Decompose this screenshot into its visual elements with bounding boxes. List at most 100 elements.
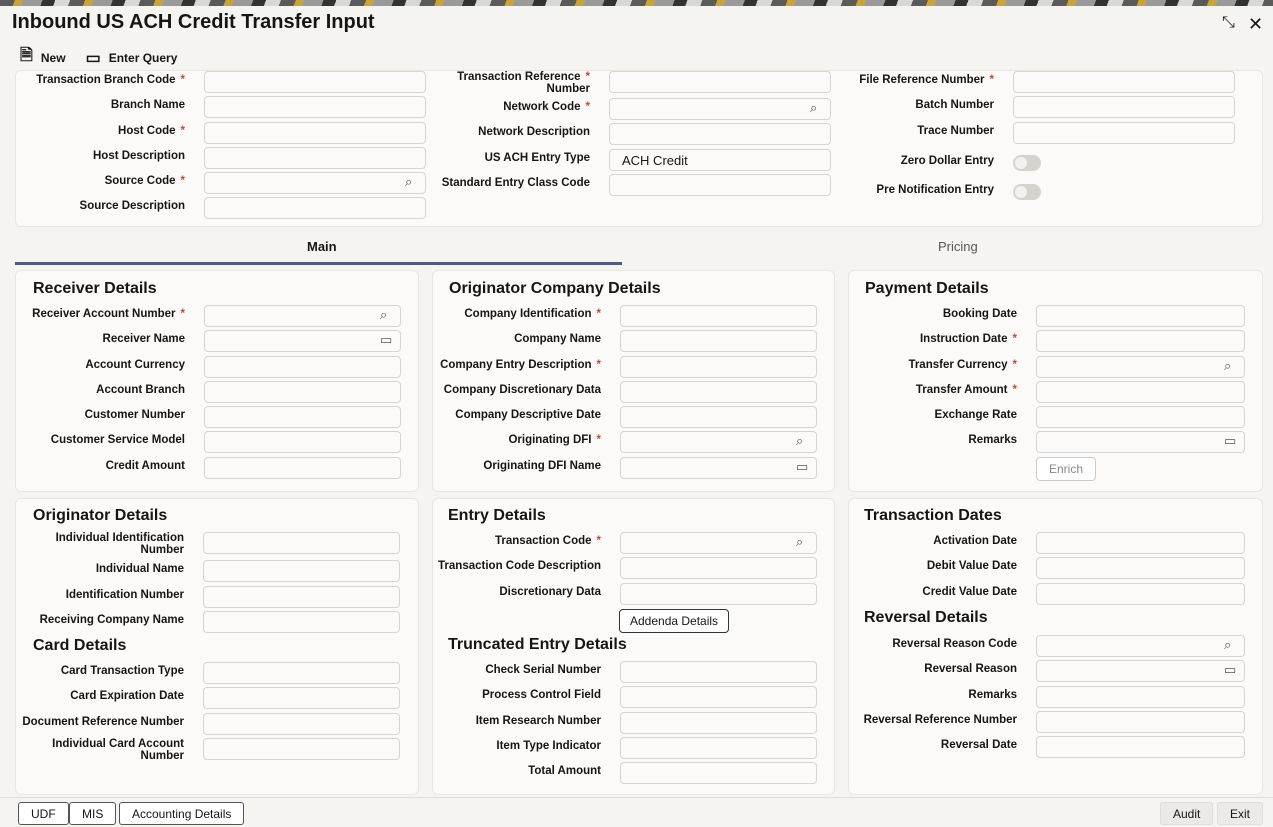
process-control-field-input[interactable] bbox=[620, 686, 817, 709]
individual-card-account-number-input[interactable] bbox=[203, 737, 400, 760]
comment-icon[interactable]: ▭ bbox=[1224, 662, 1237, 678]
enrich-button[interactable]: Enrich bbox=[1036, 457, 1097, 481]
search-icon[interactable]: ⌕ bbox=[810, 100, 818, 115]
decorative-banner bbox=[0, 0, 1273, 6]
form-row: Individual Name bbox=[15, 560, 400, 585]
exchange-rate-input[interactable] bbox=[1036, 406, 1245, 429]
credit-amount-input[interactable] bbox=[204, 456, 401, 479]
network-description-input[interactable] bbox=[609, 123, 831, 146]
discretionary-data-input[interactable] bbox=[620, 582, 817, 605]
reversal-date-input[interactable] bbox=[1036, 736, 1245, 759]
total-amount-input[interactable] bbox=[620, 762, 817, 785]
transaction-code-description-input[interactable] bbox=[620, 557, 817, 580]
payment-details-fields: Booking Date Instruction Date * Transfer Cu… bbox=[847, 305, 1245, 457]
pre-notification-entry-toggle[interactable] bbox=[1013, 183, 1041, 200]
credit-value-date-input[interactable] bbox=[1036, 582, 1245, 605]
form-row: Remarks bbox=[846, 685, 1245, 711]
form-row: Instruction Date * bbox=[847, 330, 1245, 355]
form-row: Company Discretionary Data bbox=[431, 380, 817, 406]
debit-value-date-input[interactable] bbox=[1036, 557, 1245, 580]
audit-button[interactable]: Audit bbox=[1160, 802, 1214, 825]
standard-entry-class-code-input[interactable] bbox=[609, 173, 831, 196]
network-code-input[interactable] bbox=[609, 98, 831, 120]
process-control-field-label: Process Control Field bbox=[482, 689, 601, 701]
exit-button[interactable]: Exit bbox=[1217, 802, 1264, 825]
check-serial-number-input[interactable] bbox=[620, 661, 817, 683]
receiver-details-heading: Receiver Details bbox=[33, 280, 157, 297]
label-text: Card Transaction Type bbox=[60, 665, 184, 677]
remarks-input[interactable] bbox=[1036, 431, 1245, 454]
batch-number-input[interactable] bbox=[1013, 96, 1235, 119]
comment-icon[interactable]: ▭ bbox=[796, 458, 809, 474]
card-transaction-type-input[interactable] bbox=[203, 662, 400, 684]
company-entry-description-input[interactable] bbox=[620, 355, 817, 378]
us-ach-entry-type-input[interactable]: ACH Credit bbox=[609, 148, 831, 171]
tab-pricing[interactable]: Pricing bbox=[938, 239, 978, 254]
collapse-icon[interactable]: ⤡ bbox=[1222, 14, 1235, 31]
accounting-details-button[interactable]: Accounting Details bbox=[119, 802, 245, 825]
search-icon[interactable]: ⌕ bbox=[405, 174, 413, 190]
file-reference-number-input[interactable] bbox=[1013, 71, 1235, 93]
host-description-input[interactable] bbox=[204, 146, 426, 169]
reversal-reference-number-input[interactable] bbox=[1036, 710, 1245, 733]
item-research-number-input[interactable] bbox=[620, 711, 817, 734]
transfer-currency-input[interactable] bbox=[1036, 355, 1245, 378]
account-currency-input[interactable] bbox=[204, 355, 401, 378]
search-icon[interactable]: ⌕ bbox=[796, 534, 804, 549]
company-discretionary-data-input[interactable] bbox=[620, 380, 817, 403]
customer-service-model-input[interactable] bbox=[204, 431, 401, 454]
search-icon[interactable]: ⌕ bbox=[796, 433, 804, 449]
zero-dollar-entry-toggle[interactable] bbox=[1013, 154, 1041, 171]
account-branch-input[interactable] bbox=[204, 380, 401, 403]
transaction-reference-number-input[interactable] bbox=[609, 71, 831, 93]
udf-button[interactable]: UDF bbox=[18, 802, 69, 825]
customer-number-input[interactable] bbox=[204, 406, 401, 429]
addenda-details-button[interactable]: Addenda Details bbox=[619, 609, 730, 633]
transaction-code-description-label: Transaction Code Description bbox=[438, 560, 601, 572]
close-icon[interactable]: ✕ bbox=[1248, 14, 1264, 34]
tab-main[interactable]: Main bbox=[307, 239, 337, 254]
search-icon[interactable]: ⌕ bbox=[380, 307, 388, 322]
receiver-account-number-input[interactable] bbox=[204, 305, 401, 327]
transaction-branch-code-input[interactable] bbox=[204, 71, 426, 93]
customer-number-label: Customer Number bbox=[85, 409, 185, 421]
branch-name-input[interactable] bbox=[204, 96, 426, 119]
company-name-input[interactable] bbox=[620, 330, 817, 353]
enter-query-button[interactable]: ▭ Enter Query bbox=[85, 49, 178, 67]
search-icon[interactable]: ⌕ bbox=[1224, 357, 1232, 373]
trace-number-input[interactable] bbox=[1013, 121, 1235, 144]
booking-date-input[interactable] bbox=[1036, 305, 1245, 327]
form-row: Branch Name bbox=[15, 96, 426, 121]
comment-icon[interactable]: ▭ bbox=[380, 332, 393, 348]
instruction-date-input[interactable] bbox=[1036, 330, 1245, 353]
company-identification-input[interactable] bbox=[620, 305, 817, 327]
individual-identification-number-input[interactable] bbox=[203, 532, 400, 554]
originating-dfi-name-input[interactable] bbox=[620, 456, 817, 479]
receiver-name-input[interactable] bbox=[204, 330, 401, 353]
new-button[interactable]: 🗎 New bbox=[20, 44, 66, 71]
document-reference-number-input[interactable] bbox=[203, 712, 400, 735]
standard-entry-class-code-label: Standard Entry Class Code bbox=[442, 177, 590, 189]
activation-date-input[interactable] bbox=[1036, 532, 1245, 554]
search-icon[interactable]: ⌕ bbox=[1224, 637, 1232, 652]
individual-name-input[interactable] bbox=[203, 560, 400, 583]
originating-dfi-input[interactable] bbox=[620, 431, 817, 454]
transaction-code-input[interactable] bbox=[620, 532, 817, 554]
identification-number-input[interactable] bbox=[203, 585, 400, 608]
card-expiration-date-label: Card Expiration Date bbox=[70, 690, 184, 702]
card-expiration-date-input[interactable] bbox=[203, 687, 400, 710]
form-row: Transaction Code Description bbox=[430, 557, 817, 582]
reversal-reason-code-input[interactable] bbox=[1036, 635, 1245, 657]
company-descriptive-date-input[interactable] bbox=[620, 406, 817, 429]
source-code-input[interactable] bbox=[204, 172, 426, 195]
mis-button[interactable]: MIS bbox=[69, 802, 117, 825]
source-description-input[interactable] bbox=[204, 197, 426, 220]
reversal-reason-input[interactable] bbox=[1036, 660, 1245, 683]
remarks-input[interactable] bbox=[1036, 685, 1245, 708]
item-type-indicator-input[interactable] bbox=[620, 736, 817, 759]
comment-icon[interactable]: ▭ bbox=[1224, 433, 1237, 449]
receiving-company-name-input[interactable] bbox=[203, 610, 400, 633]
batch-number-label: Batch Number bbox=[915, 99, 994, 111]
host-code-input[interactable] bbox=[204, 121, 426, 144]
transfer-amount-input[interactable] bbox=[1036, 380, 1245, 403]
